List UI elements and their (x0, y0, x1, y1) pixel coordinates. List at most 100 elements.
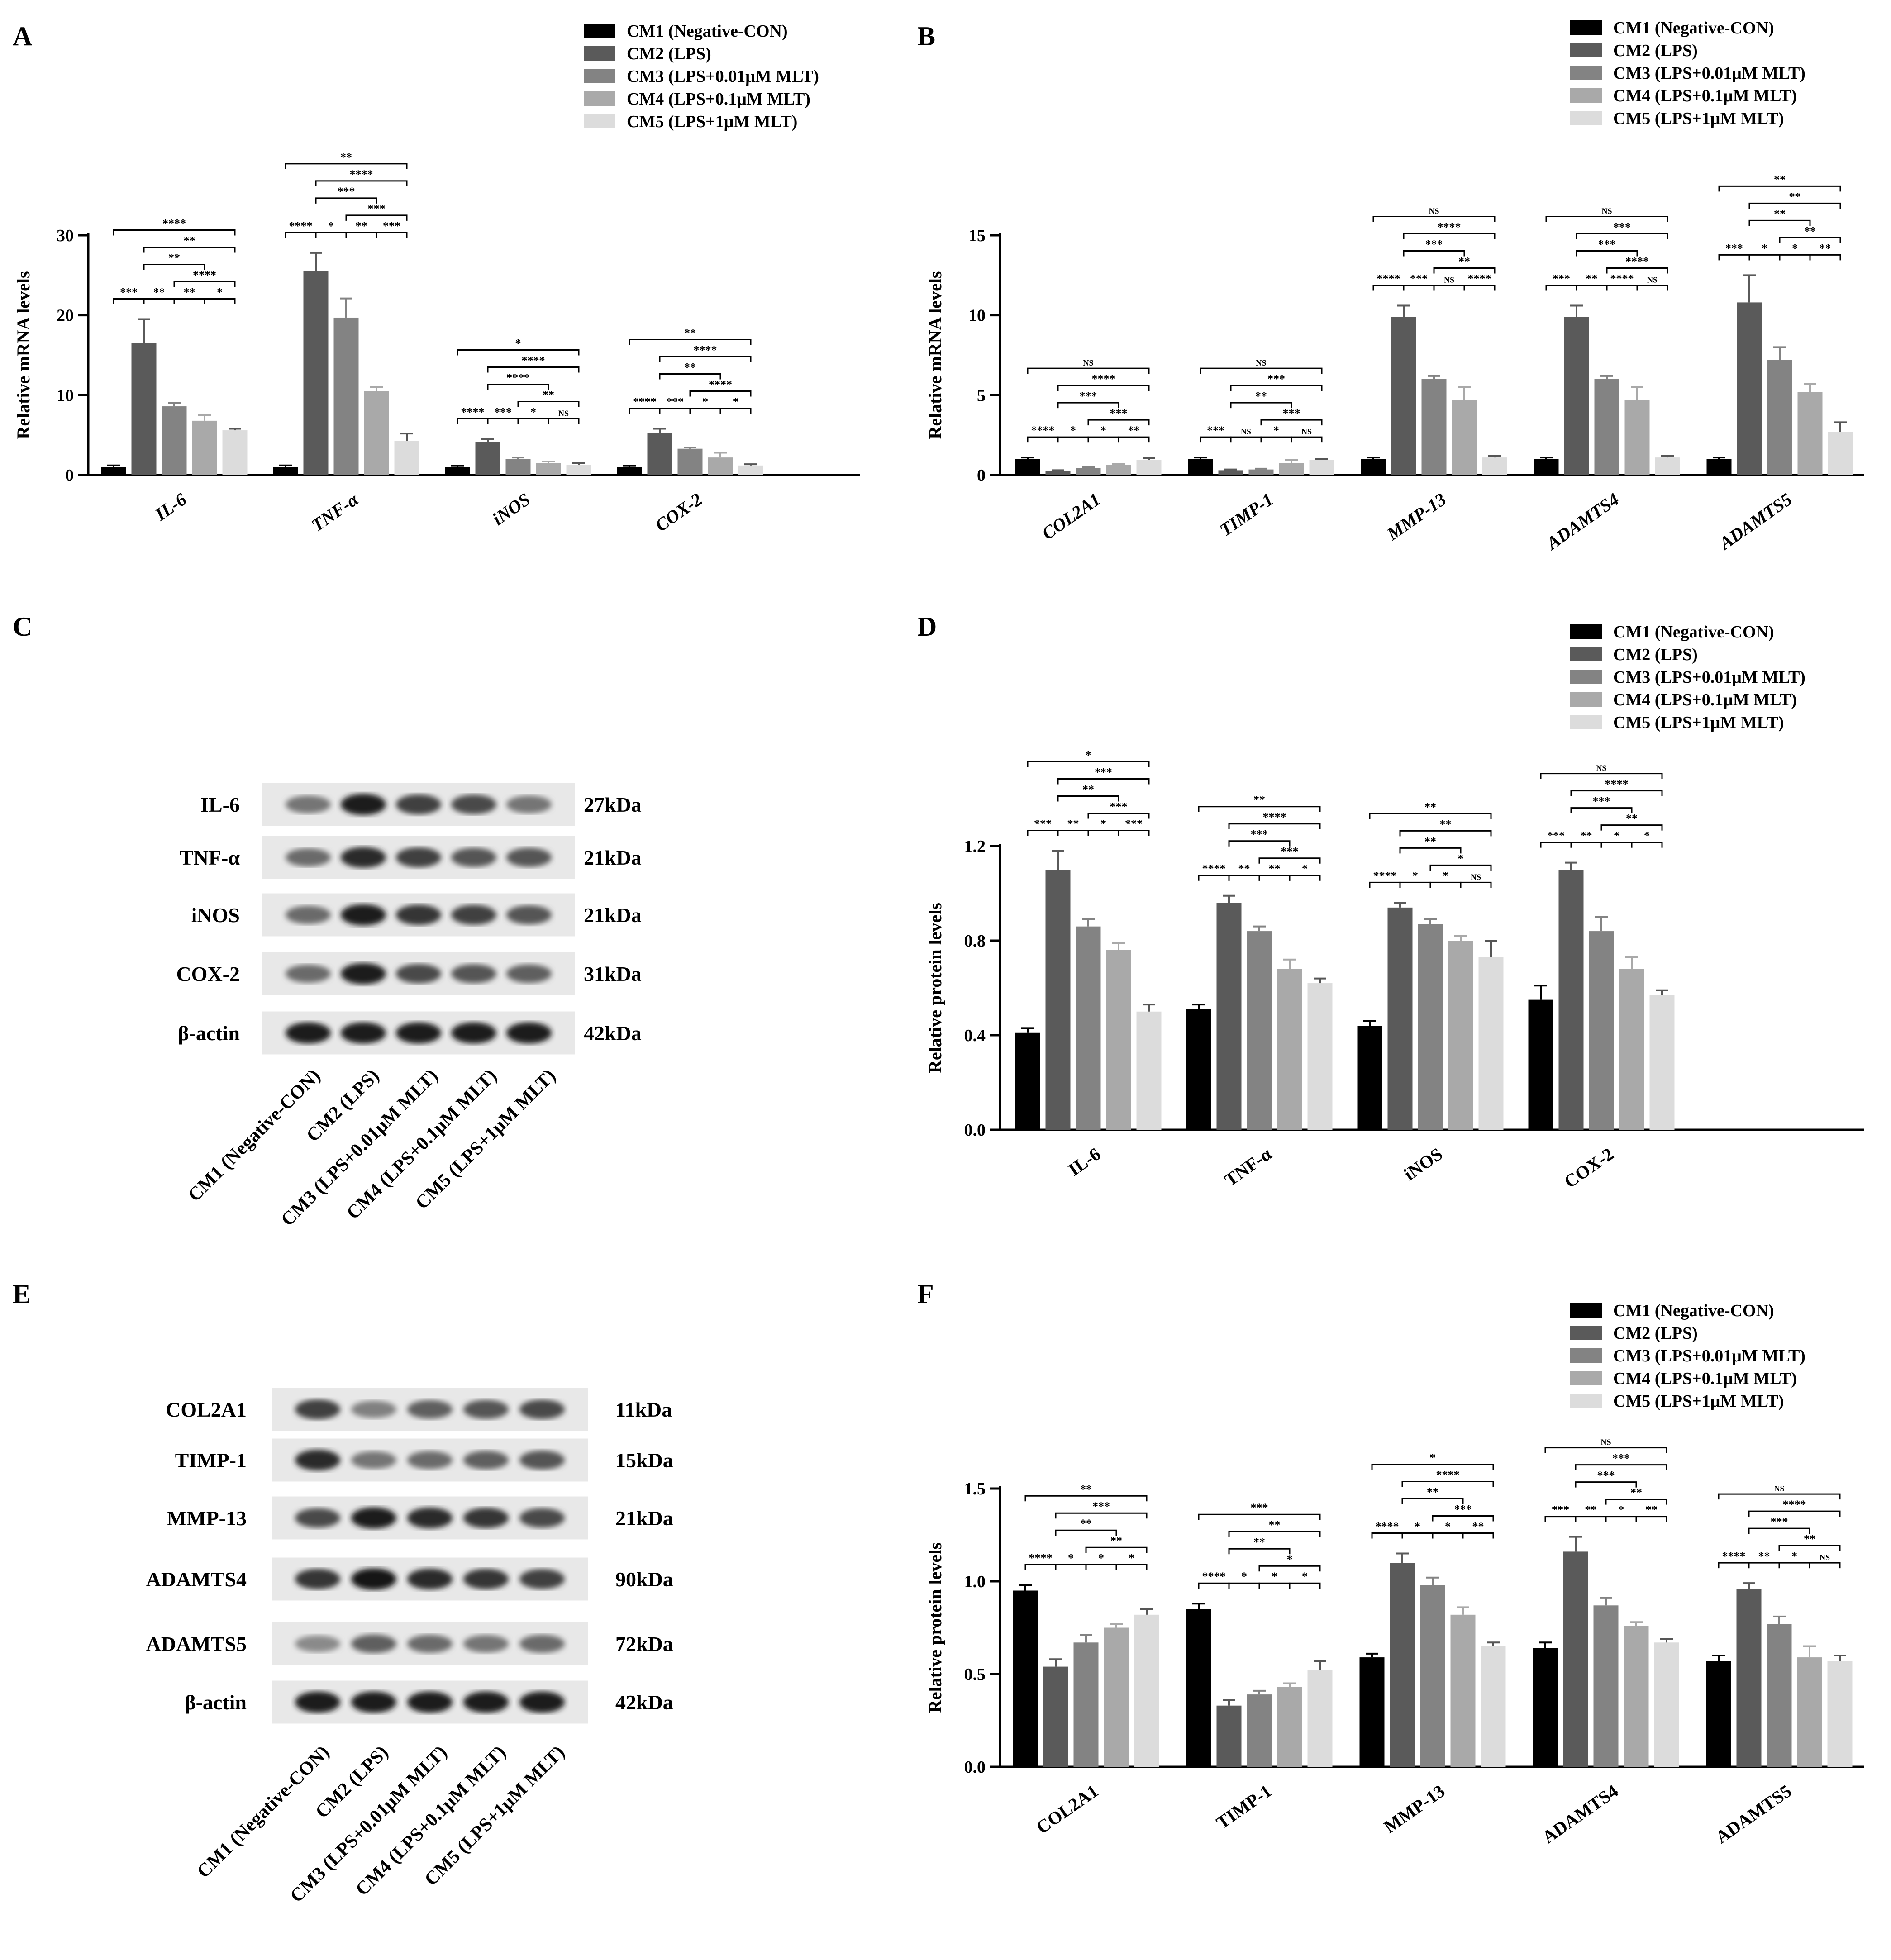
significance-label: * (530, 406, 536, 419)
legend-swatch (1570, 111, 1602, 125)
significance-label: **** (1468, 272, 1491, 285)
significance-bracket (1576, 284, 1608, 291)
significance-bracket (1778, 1545, 1841, 1551)
legend-label: CM3 (LPS+0.01μM MLT) (1613, 1346, 1805, 1365)
significance-label: ** (1067, 817, 1079, 830)
significance-label: **** (1625, 255, 1649, 268)
significance-bracket (285, 232, 317, 238)
significance-bracket (659, 408, 691, 414)
significance-bracket (1575, 1464, 1667, 1470)
significance-label: ** (1585, 1503, 1597, 1517)
significance-bracket (1087, 419, 1150, 426)
significance-bracket (719, 408, 752, 414)
bar (1563, 1551, 1588, 1767)
y-tick-label: 5 (977, 386, 986, 405)
significance-label: *** (1080, 390, 1097, 403)
significance-bracket (376, 232, 408, 238)
bar (445, 467, 470, 475)
significance-label: NS (1301, 427, 1312, 436)
bar (1654, 1642, 1679, 1767)
significance-label: ** (1774, 173, 1786, 186)
significance-label: NS (1083, 358, 1093, 367)
significance-bracket (1057, 829, 1089, 836)
significance-bracket (1057, 795, 1119, 802)
significance-bracket (1570, 842, 1602, 848)
significance-label: ** (1581, 829, 1592, 842)
bar (1528, 999, 1553, 1130)
blot-band (407, 1400, 453, 1419)
significance-label: *** (1267, 372, 1285, 385)
significance-label: ** (1820, 242, 1831, 255)
significance-bracket (1228, 840, 1291, 847)
bar (1357, 1026, 1382, 1130)
significance-label: * (733, 395, 738, 409)
significance-bracket (1432, 1515, 1494, 1522)
significance-bracket (517, 401, 580, 407)
blot-band (407, 1451, 453, 1469)
significance-label: * (1415, 1520, 1420, 1533)
legend-label: CM3 (LPS+0.01μM MLT) (1613, 668, 1805, 687)
bar (1482, 457, 1507, 475)
significance-label: *** (1613, 220, 1631, 233)
bar (1589, 931, 1614, 1130)
blot-band (451, 905, 496, 925)
bar (1136, 1011, 1162, 1130)
blot-band (351, 1634, 396, 1653)
y-tick-label: 0.0 (964, 1121, 986, 1140)
significance-label: NS (558, 409, 569, 418)
bar (647, 433, 672, 475)
blot-lane-label: CM1 (Negative-CON) (193, 1742, 333, 1882)
significance-bracket (1371, 1532, 1403, 1539)
significance-bracket (1576, 233, 1668, 239)
blot-protein-label: iNOS (191, 904, 240, 927)
bar (162, 406, 187, 475)
significance-bracket (1399, 830, 1492, 837)
significance-bracket (143, 264, 205, 270)
x-tick-label: COL2A1 (1033, 1781, 1102, 1838)
y-tick-label: 0 (65, 466, 74, 485)
significance-label: *** (1251, 828, 1268, 841)
significance-bracket (345, 214, 408, 221)
significance-bracket (173, 298, 205, 304)
bar (1104, 1627, 1129, 1767)
blot-lane-label: CM1 (Negative-CON) (184, 1066, 324, 1206)
significance-label: NS (1600, 1438, 1611, 1447)
significance-label: *** (1612, 1452, 1630, 1465)
x-tick-label: iNOS (489, 489, 534, 529)
significance-bracket (1433, 284, 1465, 291)
significance-label: **** (1722, 1550, 1746, 1563)
legend-label: CM1 (Negative-CON) (1613, 1301, 1774, 1320)
significance-label: ** (543, 389, 554, 402)
legend-label: CM4 (LPS+0.1μM MLT) (627, 90, 810, 109)
blot-band (341, 794, 386, 815)
significance-label: ** (1080, 1483, 1092, 1496)
legend-swatch (584, 114, 615, 128)
bar (1593, 1605, 1619, 1767)
panel-label-a: A (13, 21, 32, 51)
significance-label: ** (684, 361, 696, 374)
significance-bracket (1540, 842, 1572, 848)
panel-label-d: D (917, 612, 937, 642)
bar (1015, 1032, 1040, 1130)
blot-band (286, 965, 331, 983)
significance-bracket (1200, 436, 1232, 443)
bar (1134, 1614, 1159, 1767)
legend-swatch (1570, 1394, 1602, 1408)
bar (1277, 969, 1302, 1130)
significance-label: ** (1804, 224, 1816, 238)
significance-bracket (548, 418, 580, 424)
bar (1828, 432, 1853, 475)
significance-label: ** (1427, 1486, 1438, 1499)
significance-bracket (1055, 1529, 1117, 1536)
significance-bracket (517, 418, 549, 424)
significance-label: ** (1253, 794, 1265, 807)
significance-bracket (1027, 436, 1059, 443)
bar (1418, 924, 1443, 1130)
x-tick-label: ADAMTS4 (1539, 1781, 1622, 1848)
blot-band (286, 848, 331, 866)
blot-protein-label: ADAMTS4 (146, 1568, 247, 1591)
blot-band (295, 1691, 340, 1713)
bar (333, 317, 359, 475)
significance-bracket (1462, 1532, 1494, 1539)
